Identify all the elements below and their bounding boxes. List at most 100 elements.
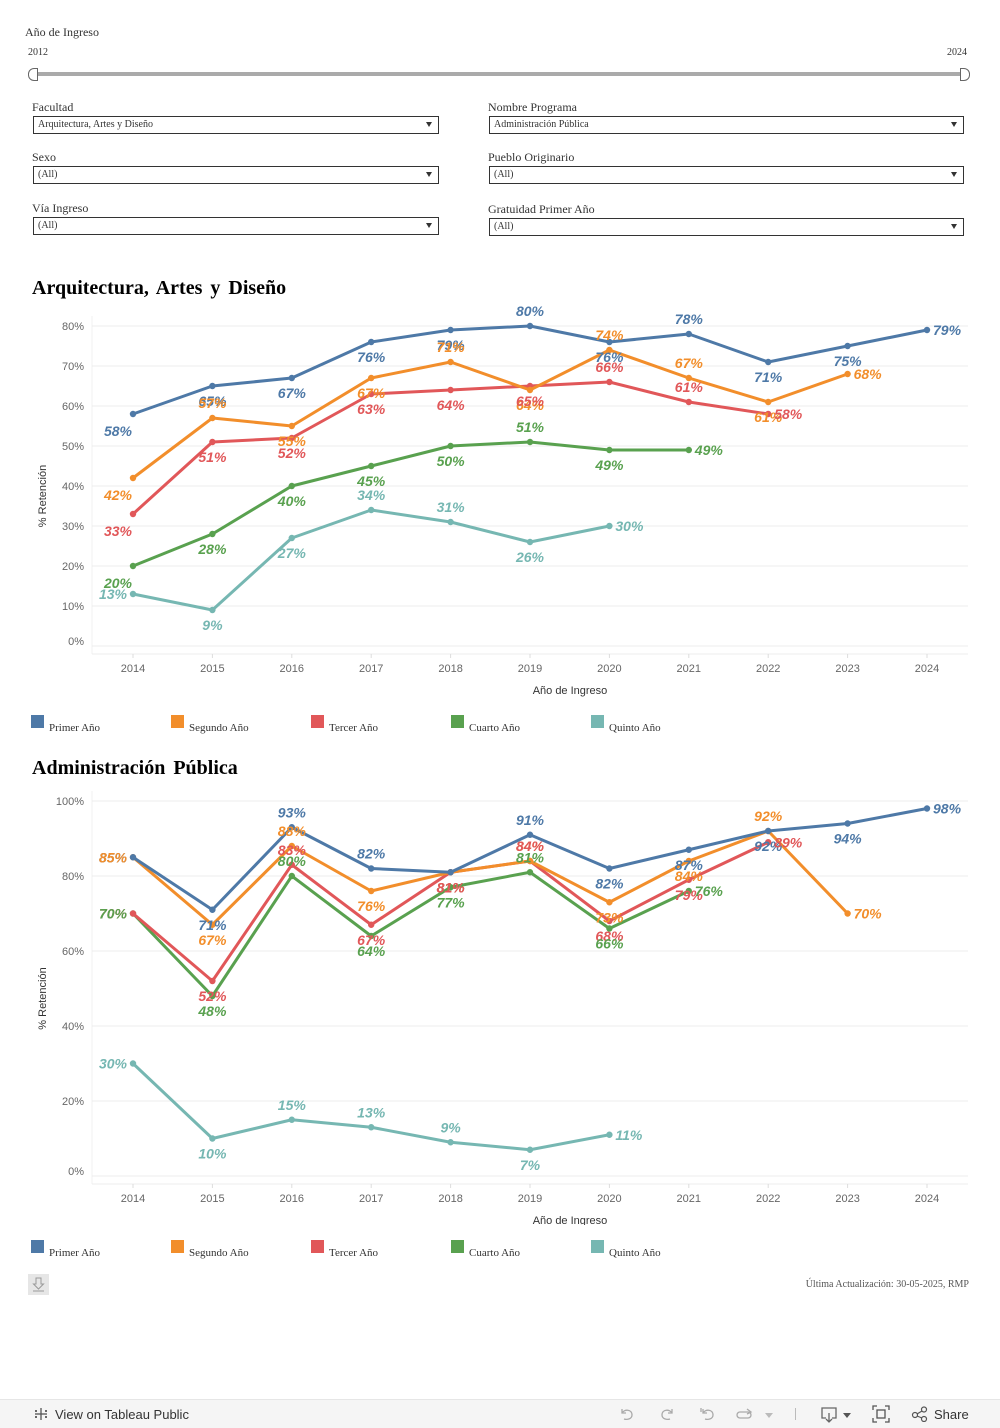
view-on-tableau-link[interactable]: View on Tableau Public: [33, 1406, 189, 1422]
data-point[interactable]: [685, 330, 692, 338]
data-point[interactable]: [765, 839, 772, 846]
data-point[interactable]: [209, 606, 216, 614]
via-ingreso-dropdown[interactable]: (All): [33, 217, 439, 235]
data-point[interactable]: [685, 876, 692, 883]
data-point[interactable]: [606, 1131, 613, 1138]
data-point[interactable]: [209, 977, 216, 985]
data-point[interactable]: [685, 446, 692, 454]
data-point[interactable]: [844, 820, 851, 827]
data-point[interactable]: [526, 869, 534, 876]
data-point[interactable]: [209, 530, 216, 538]
data-point[interactable]: [765, 398, 772, 406]
data-point[interactable]: [447, 518, 454, 526]
chart-1-retention-lines[interactable]: 0% 10% 20% 30% 40% 50% 60% 70% 80% 2014 2015 2016 20…: [0, 300, 1000, 700]
data-point[interactable]: [447, 869, 454, 876]
data-point[interactable]: [288, 374, 295, 382]
data-point[interactable]: [447, 358, 454, 366]
data-point[interactable]: [368, 374, 375, 382]
data-point[interactable]: [606, 865, 613, 872]
data-point[interactable]: [844, 370, 851, 378]
data-point[interactable]: [288, 534, 295, 542]
refresh-icon[interactable]: [735, 1406, 755, 1422]
gratuidad-dropdown[interactable]: (All): [489, 218, 964, 236]
data-point[interactable]: [526, 438, 534, 446]
data-point[interactable]: [129, 410, 137, 418]
series-line[interactable]: [132, 829, 849, 927]
data-point[interactable]: [447, 442, 454, 450]
data-point[interactable]: [209, 1135, 216, 1142]
download-dropdown-arrow[interactable]: [843, 1413, 851, 1418]
refresh-dropdown-arrow[interactable]: [765, 1413, 773, 1418]
data-point[interactable]: [526, 386, 534, 394]
data-point[interactable]: [209, 414, 216, 422]
series-line[interactable]: [132, 348, 849, 480]
revert-icon[interactable]: [698, 1406, 716, 1422]
pueblo-originario-dropdown[interactable]: (All): [489, 166, 964, 184]
data-point[interactable]: [368, 338, 375, 346]
data-point[interactable]: [129, 590, 137, 598]
data-point[interactable]: [685, 374, 692, 382]
data-point[interactable]: [288, 434, 295, 442]
data-point[interactable]: [685, 398, 692, 406]
data-point[interactable]: [209, 992, 216, 1000]
year-slider-handle-max[interactable]: [960, 68, 970, 81]
data-point[interactable]: [606, 446, 613, 454]
data-point[interactable]: [129, 1060, 137, 1067]
data-point[interactable]: [129, 562, 137, 570]
data-point[interactable]: [209, 921, 216, 928]
data-point[interactable]: [288, 872, 295, 880]
data-point[interactable]: [606, 899, 613, 906]
data-point[interactable]: [765, 410, 772, 418]
data-point[interactable]: [368, 932, 375, 940]
data-point[interactable]: [606, 917, 613, 925]
data-point[interactable]: [844, 342, 851, 350]
series-line[interactable]: [132, 440, 689, 568]
fullscreen-icon[interactable]: [872, 1405, 890, 1423]
chart-2-retention-lines[interactable]: 0% 20% 40% 60% 80% 100% 2014 2015 2016 2017 2018 20…: [0, 785, 1000, 1225]
data-point[interactable]: [685, 846, 692, 853]
data-point[interactable]: [288, 861, 295, 868]
data-point[interactable]: [368, 865, 375, 872]
data-point[interactable]: [526, 831, 534, 838]
data-point[interactable]: [606, 346, 613, 354]
year-slider-track[interactable]: [33, 72, 966, 76]
data-point[interactable]: [288, 482, 295, 490]
series-line[interactable]: [131, 870, 690, 998]
undo-icon[interactable]: [618, 1406, 636, 1422]
data-point[interactable]: [606, 925, 613, 932]
data-point[interactable]: [685, 887, 692, 895]
data-point[interactable]: [447, 326, 454, 334]
data-point[interactable]: [526, 322, 534, 330]
data-point[interactable]: [288, 824, 295, 831]
data-point[interactable]: [368, 887, 375, 895]
nombre-programa-dropdown[interactable]: Administración Pública: [489, 116, 964, 134]
redo-icon[interactable]: [658, 1406, 676, 1422]
data-point[interactable]: [209, 906, 216, 913]
data-point[interactable]: [368, 390, 375, 398]
data-point[interactable]: [606, 378, 613, 386]
data-point[interactable]: [447, 884, 454, 891]
data-point[interactable]: [526, 538, 534, 546]
sexo-dropdown[interactable]: (All): [33, 166, 439, 184]
data-point[interactable]: [129, 510, 137, 518]
share-button[interactable]: Share: [911, 1406, 969, 1422]
data-point[interactable]: [606, 522, 613, 530]
data-point[interactable]: [526, 857, 534, 865]
data-point[interactable]: [368, 1124, 375, 1131]
data-point[interactable]: [368, 506, 375, 514]
data-point[interactable]: [526, 1146, 534, 1153]
data-point[interactable]: [368, 921, 375, 928]
data-point[interactable]: [288, 842, 295, 850]
data-point[interactable]: [209, 438, 216, 446]
year-slider-handle-min[interactable]: [28, 68, 38, 81]
data-point[interactable]: [447, 1139, 454, 1146]
data-point[interactable]: [765, 358, 772, 366]
download-button[interactable]: [28, 1274, 49, 1295]
data-point[interactable]: [368, 462, 375, 470]
series-line[interactable]: [132, 840, 769, 983]
data-point[interactable]: [606, 338, 613, 346]
data-point[interactable]: [923, 805, 931, 812]
data-point[interactable]: [844, 910, 851, 917]
data-point[interactable]: [129, 910, 137, 917]
data-point[interactable]: [288, 1116, 295, 1123]
